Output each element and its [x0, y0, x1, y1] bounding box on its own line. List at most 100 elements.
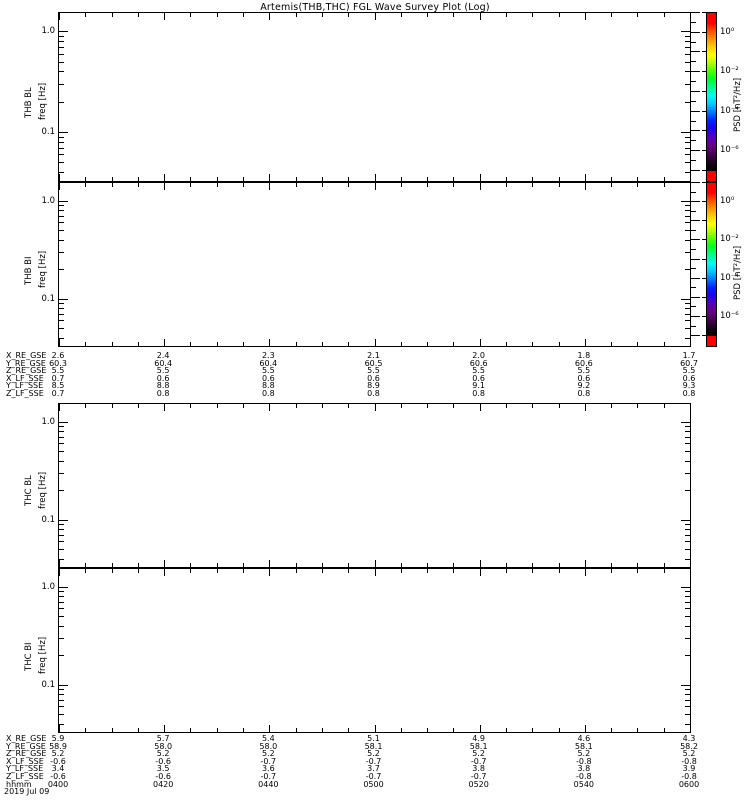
- y-tick-minor-right: [685, 35, 690, 37]
- x-tick-minor-bottom: [348, 177, 350, 181]
- y-tick-label: 1.0: [41, 26, 55, 37]
- ephemeris-value: 0.8: [472, 389, 486, 398]
- x-tick-minor-top: [243, 13, 245, 17]
- ephemeris-value: 8.8: [156, 381, 170, 391]
- colorbar-frame-tick: [691, 296, 700, 298]
- ephemeris-value: 0400: [47, 779, 69, 789]
- x-tick-major-bottom: [479, 560, 481, 567]
- y-tick-minor-right: [685, 215, 690, 217]
- x-tick-minor-top: [611, 569, 613, 573]
- x-tick-minor-bottom: [295, 177, 297, 181]
- x-tick-minor-bottom: [558, 563, 560, 567]
- y-tick-major-right: [681, 200, 690, 202]
- colorbar-frame-tick: [691, 71, 700, 73]
- y-tick-minor: [59, 303, 64, 305]
- y-tick-minor: [59, 83, 64, 85]
- x-tick-minor-bottom: [611, 728, 613, 732]
- y-tick-minor-right: [685, 313, 690, 315]
- y-tick-minor: [59, 655, 64, 657]
- plot-date: 2019 Jul 09: [4, 787, 50, 797]
- y-tick-minor-right: [685, 40, 690, 42]
- x-tick-major-top: [374, 404, 376, 411]
- panel-label-thc-bi: THC BI: [24, 642, 34, 671]
- ephemeris-value: 0.6: [577, 373, 591, 383]
- colorbar-gradient-thc: [707, 183, 716, 346]
- x-tick-major-top: [59, 404, 60, 411]
- x-tick-minor-top: [427, 13, 429, 17]
- ephemeris-value: -0.7: [365, 772, 382, 781]
- x-tick-minor-bottom: [190, 177, 192, 181]
- x-tick-major-top: [584, 404, 586, 411]
- x-tick-minor-top: [243, 404, 245, 408]
- y-tick-minor: [59, 308, 64, 310]
- x-tick-minor-top: [400, 569, 402, 573]
- x-tick-major-bottom: [479, 174, 481, 181]
- panel-label-thb-bi: THB BI: [24, 256, 34, 285]
- x-tick-major-top: [59, 183, 60, 190]
- spectrogram-panel-thc-bi[interactable]: [58, 568, 691, 733]
- x-tick-minor-bottom: [243, 563, 245, 567]
- x-tick-minor-bottom: [216, 342, 218, 346]
- x-tick-minor-bottom: [295, 563, 297, 567]
- spectrogram-panel-thb-bl[interactable]: [58, 12, 691, 182]
- colorbar-thc[interactable]: [702, 182, 717, 347]
- x-tick-minor-bottom: [190, 563, 192, 567]
- ephemeris-value: -0.7: [365, 756, 382, 766]
- x-tick-minor-bottom: [453, 342, 455, 346]
- y-tick-major: [59, 586, 68, 588]
- y-tick-minor-right: [685, 239, 690, 241]
- colorbar-frame-tick: [691, 220, 700, 222]
- x-tick-major-top: [164, 404, 166, 411]
- x-tick-minor-bottom: [453, 728, 455, 732]
- x-tick-major-bottom: [59, 174, 60, 181]
- x-tick-minor-top: [111, 13, 113, 17]
- colorbar-frame-tick: [691, 110, 700, 112]
- ephemeris-row-label: X_RE_GSE: [6, 351, 47, 360]
- x-tick-minor-top: [321, 569, 323, 573]
- x-tick-minor-top: [295, 569, 297, 573]
- y-tick-minor-right: [685, 147, 690, 149]
- ephemeris-row-label: Y_RE_GSE: [6, 741, 46, 751]
- colorbar-frame-tick: [691, 90, 700, 92]
- y-tick-minor-right: [685, 61, 690, 63]
- x-tick-minor-bottom: [427, 728, 429, 732]
- y-tick-major-right: [681, 586, 690, 588]
- colorbar-frame-tick: [691, 140, 696, 142]
- y-tick-minor: [59, 460, 64, 462]
- ephemeris-value: 0600: [678, 779, 700, 789]
- x-tick-minor-bottom: [137, 728, 139, 732]
- y-tick-minor-right: [685, 460, 690, 462]
- ephemeris-table-lower: X_RE_GSE 5.9 5.7 5.4 5.1 4.9 4.6 4.3 Y_RE_GSE 58.…: [0, 735, 750, 802]
- x-tick-minor-top: [558, 404, 560, 408]
- colorbar-thb[interactable]: [702, 12, 717, 182]
- x-tick-minor-bottom: [295, 728, 297, 732]
- ephemeris-value: 5.9: [51, 734, 65, 743]
- x-tick-minor-bottom: [111, 342, 113, 346]
- x-tick-minor-top: [137, 569, 139, 573]
- spectrogram-panel-thc-bl[interactable]: [58, 403, 691, 568]
- ephemeris-value: -0.8: [681, 756, 697, 766]
- x-tick-minor-bottom: [111, 177, 113, 181]
- x-tick-minor-bottom: [611, 177, 613, 181]
- ephemeris-value: 0.7: [51, 389, 65, 398]
- x-tick-minor-bottom: [295, 342, 297, 346]
- x-tick-minor-top: [453, 404, 455, 408]
- ephemeris-value: 4.9: [472, 734, 486, 743]
- x-tick-major-bottom: [164, 725, 166, 732]
- spectrogram-panel-thb-bi[interactable]: [58, 182, 691, 347]
- y-tick-minor: [59, 210, 64, 212]
- x-tick-minor-top: [558, 183, 560, 187]
- x-tick-major-bottom: [164, 174, 166, 181]
- colorbar-tick-label: 10⁻⁶: [720, 311, 739, 322]
- ephemeris-value: 0440: [258, 779, 279, 789]
- x-tick-minor-top: [637, 569, 639, 573]
- x-tick-minor-top: [111, 183, 113, 187]
- x-tick-minor-bottom: [558, 342, 560, 346]
- x-tick-minor-bottom: [321, 728, 323, 732]
- x-tick-minor-top: [400, 404, 402, 408]
- colorbar-frame-tick: [691, 31, 700, 33]
- ephemeris-value: 60.3: [49, 358, 67, 368]
- ephemeris-value: 5.2: [682, 749, 696, 759]
- x-tick-minor-top: [453, 569, 455, 573]
- x-tick-major-top: [584, 569, 586, 576]
